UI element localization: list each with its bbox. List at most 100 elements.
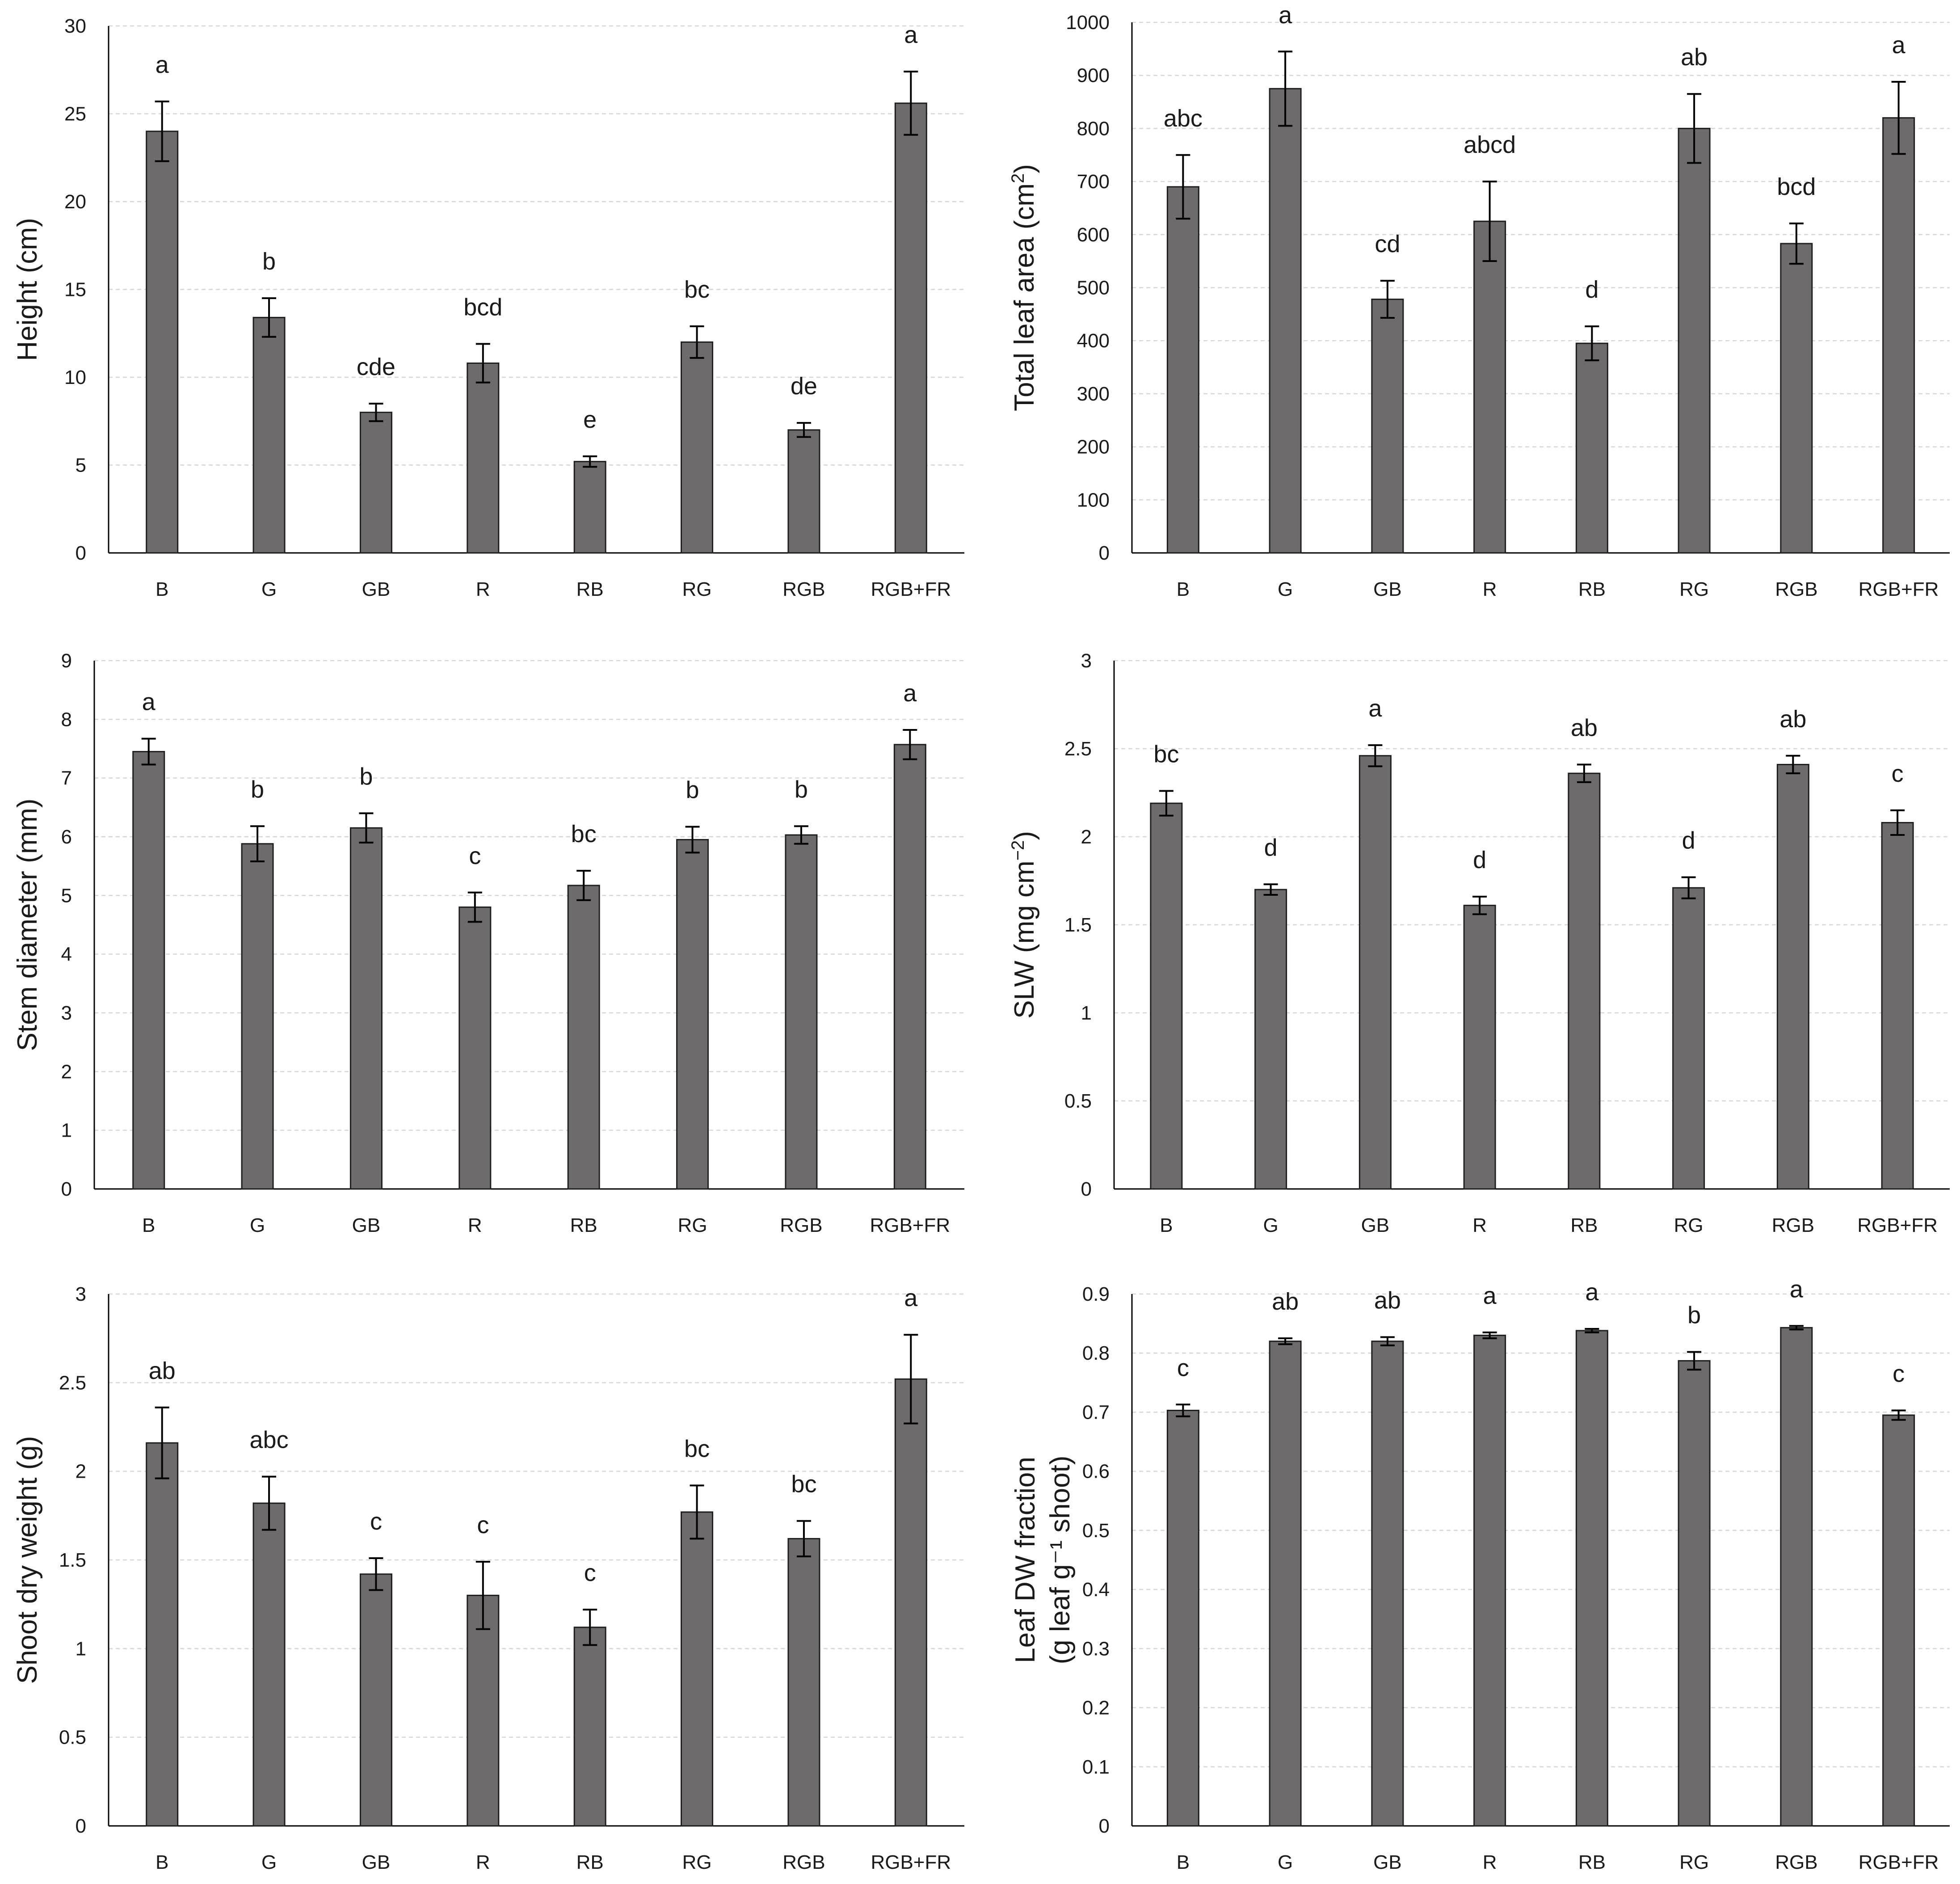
- error-bar: [1891, 1409, 1906, 1421]
- chart-leaf-dw-fraction: 00.10.20.30.40.50.60.70.80.9cBabGabGBaRa…: [1010, 1276, 1950, 1873]
- significance-letter: b: [251, 776, 264, 803]
- y-tick-label: 1: [1081, 1002, 1092, 1024]
- y-tick-label: 1: [61, 1120, 72, 1142]
- y-axis-label-text: Total leaf area (cm: [1009, 183, 1040, 411]
- y-axis-label-suffix: ): [1009, 164, 1040, 173]
- bar-r: [1463, 905, 1496, 1190]
- x-tick-label: RG: [1679, 578, 1709, 600]
- bar-r: [1473, 1335, 1506, 1827]
- y-tick-label: 0: [76, 1815, 86, 1837]
- bar-gb: [349, 827, 383, 1190]
- error-bar: [583, 455, 597, 468]
- bar-rgb: [1780, 243, 1813, 554]
- bar-rgb-fr: [1881, 822, 1914, 1190]
- bar-gb: [359, 412, 392, 554]
- significance-letter: c: [469, 843, 481, 869]
- significance-letter: b: [1687, 1302, 1701, 1329]
- error-bar: [1380, 280, 1395, 319]
- x-tick-label: B: [1177, 578, 1190, 600]
- error-bar: [155, 100, 169, 162]
- error-bar: [369, 402, 383, 422]
- significance-letter: a: [1892, 32, 1906, 59]
- x-tick-label: GB: [362, 578, 391, 600]
- error-bar: [1482, 181, 1497, 262]
- significance-letter: c: [1892, 760, 1904, 787]
- error-bar: [475, 1560, 490, 1630]
- significance-letter: ab: [1779, 706, 1806, 733]
- bar-gb: [359, 1573, 392, 1827]
- y-tick-label: 0.9: [1082, 1283, 1110, 1305]
- significance-letter: ab: [1681, 44, 1708, 71]
- x-tick-label: G: [261, 578, 277, 600]
- x-tick-label: G: [250, 1214, 265, 1236]
- error-bar: [1687, 93, 1702, 164]
- significance-letter: c: [477, 1512, 489, 1538]
- y-tick-label: 600: [1077, 224, 1110, 246]
- bar-rgb-fr: [1882, 1414, 1915, 1827]
- x-tick-label: GB: [352, 1214, 381, 1236]
- y-tick-label: 2.5: [59, 1372, 86, 1394]
- significance-letter: de: [791, 373, 817, 400]
- bar-gb: [1359, 755, 1392, 1190]
- x-tick-label: RB: [576, 1851, 604, 1873]
- y-tick-label: 200: [1077, 436, 1110, 458]
- bar-rgb: [787, 429, 820, 554]
- y-tick-label: 6: [61, 826, 72, 848]
- y-tick-label: 0: [1099, 542, 1110, 564]
- x-tick-label: R: [468, 1214, 482, 1236]
- error-bar: [583, 1609, 597, 1646]
- chart-total-leaf-area: 0 100 200 300 400 500 600 700 800 900 1000 abc Ba Gcd…: [1008, 2, 1950, 600]
- significance-letter: e: [583, 406, 597, 433]
- y-tick-label: 3: [61, 1002, 72, 1024]
- y-axis-label: Stem diameter (mm): [12, 799, 43, 1051]
- y-axis-label-suffix: ): [1009, 831, 1040, 840]
- y-tick-label: 0.5: [1082, 1520, 1110, 1542]
- bar-rb: [567, 885, 600, 1190]
- chart-stem-diameter: 0 1 2 3 4 5 6 7 8 9 a Bb Gb GB c Rbc RB b RG b RGB a RGB+FR Ste…: [12, 650, 964, 1236]
- error-bar: [1890, 809, 1905, 836]
- bar-r: [458, 906, 492, 1190]
- significance-letter: bc: [684, 1435, 710, 1462]
- significance-letter: a: [1483, 1282, 1497, 1309]
- x-tick-label: RGB+FR: [1859, 1851, 1939, 1873]
- y-tick-label: 0.8: [1082, 1342, 1110, 1364]
- x-tick-label: G: [1263, 1214, 1279, 1236]
- bar-rg: [681, 341, 714, 554]
- y-tick-label: 300: [1077, 383, 1110, 405]
- y-axis-label-text: Shoot dry weight (g): [12, 1436, 43, 1684]
- y-axis-label: SLW (mg cm−2): [1008, 831, 1040, 1019]
- error-bar: [467, 891, 482, 923]
- significance-letter: a: [904, 21, 918, 48]
- bar-g: [1254, 889, 1287, 1190]
- significance-letter: c: [370, 1508, 382, 1535]
- error-bar: [369, 1557, 383, 1591]
- x-tick-label: B: [156, 578, 168, 600]
- y-axis-label-superscript: −2: [1008, 840, 1028, 861]
- x-tick-label: RB: [576, 578, 604, 600]
- y-tick-label: 500: [1077, 277, 1110, 299]
- y-axis-label: Total leaf area (cm2): [1008, 164, 1040, 411]
- y-axis-label: Height (cm): [12, 218, 43, 361]
- bar-gb: [1371, 1340, 1404, 1827]
- x-tick-label: R: [476, 1851, 490, 1873]
- bar-rgb: [1780, 1327, 1813, 1827]
- y-tick-label: 5: [76, 455, 86, 476]
- x-tick-label: RG: [682, 1851, 712, 1873]
- x-tick-label: RB: [1570, 1214, 1598, 1236]
- error-bar: [262, 1475, 277, 1531]
- x-tick-label: B: [156, 1851, 168, 1873]
- error-bar: [904, 1334, 918, 1425]
- significance-letter: d: [1473, 847, 1486, 873]
- bar-g: [1269, 88, 1302, 554]
- chart-slw: 0 0.5 1 1.5 2 2.5 3 bc Bd Ga GB d Rab RB d RG ab RGB c RGB+…: [1008, 650, 1950, 1236]
- significance-letter: a: [903, 680, 917, 707]
- x-tick-label: RG: [1674, 1214, 1703, 1236]
- error-bar: [1789, 1325, 1804, 1331]
- y-tick-label: 0.3: [1082, 1638, 1110, 1660]
- x-tick-label: RG: [678, 1214, 707, 1236]
- y-tick-label: 0.1: [1082, 1756, 1110, 1778]
- error-bar: [475, 343, 490, 384]
- x-tick-label: GB: [1361, 1214, 1390, 1236]
- significance-letter: ab: [1272, 1288, 1299, 1315]
- x-tick-label: RGB: [782, 1851, 825, 1873]
